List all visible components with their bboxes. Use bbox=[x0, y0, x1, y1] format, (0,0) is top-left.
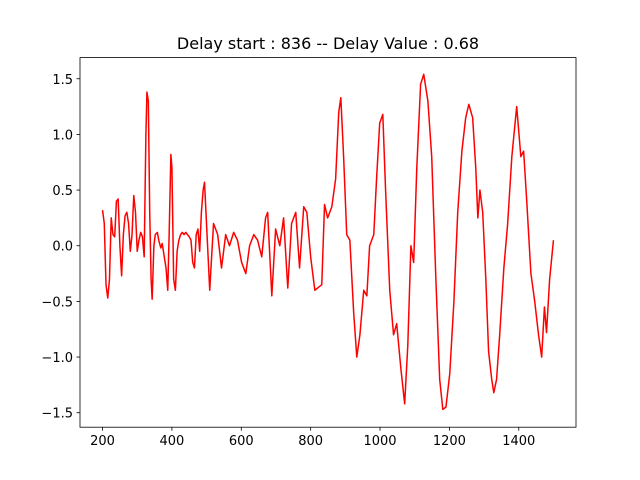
x-tick-label: 1200 bbox=[433, 434, 466, 449]
y-tick-label: 0.0 bbox=[52, 240, 73, 255]
y-tick-label: 1.5 bbox=[52, 73, 73, 88]
y-tick-label: −1.0 bbox=[41, 351, 73, 366]
y-tick-label: 0.5 bbox=[52, 184, 73, 199]
x-tick-label: 400 bbox=[160, 434, 185, 449]
y-tick-label: 1.0 bbox=[52, 128, 73, 143]
x-tick-label: 200 bbox=[90, 434, 115, 449]
x-tick-label: 800 bbox=[298, 434, 323, 449]
x-tick-label: 1000 bbox=[363, 434, 396, 449]
x-tick-label: 1400 bbox=[502, 434, 535, 449]
plot-frame bbox=[79, 57, 577, 428]
data-line bbox=[101, 73, 555, 411]
y-tick-label: −1.5 bbox=[41, 407, 73, 422]
x-tick-label: 600 bbox=[229, 434, 254, 449]
y-tick-label: −0.5 bbox=[41, 295, 73, 310]
chart-title: Delay start : 836 -- Delay Value : 0.68 bbox=[177, 34, 479, 53]
